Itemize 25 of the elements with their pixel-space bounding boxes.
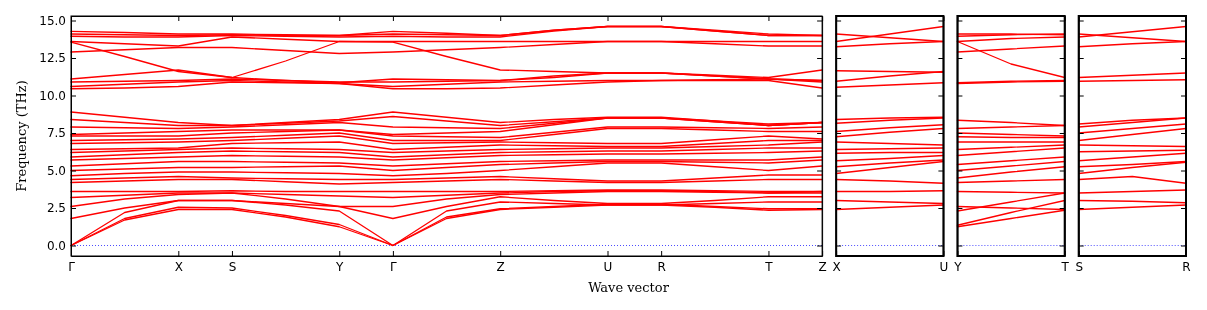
x-tick-label: S [228, 259, 237, 274]
x-tick-label: T [764, 259, 774, 274]
x-tick-label: S [1075, 259, 1084, 274]
y-tick-label: 0.0 [46, 238, 66, 253]
y-tick-label: 7.5 [46, 126, 66, 141]
x-tick-label: R [1182, 259, 1191, 274]
x-axis-title: Wave vector [588, 280, 670, 295]
y-tick-label: 12.5 [39, 51, 66, 66]
x-tick-label: T [1060, 259, 1070, 274]
x-tick-label: U [939, 259, 949, 274]
x-tick-label: X [174, 259, 183, 274]
x-tick-label: R [657, 259, 666, 274]
x-tick-label: Γ [390, 259, 398, 274]
x-tick-label: Z [496, 259, 505, 274]
x-tick-label: X [832, 259, 841, 274]
y-tick-label: 5.0 [46, 163, 66, 178]
y-axis-title: Frequency (THz) [14, 80, 29, 192]
x-tick-label: Z [818, 259, 827, 274]
y-tick-label: 2.5 [46, 201, 66, 216]
y-tick-label: 10.0 [39, 88, 66, 103]
x-tick-label: Y [953, 259, 963, 274]
x-tick-label: U [603, 259, 613, 274]
x-tick-label: Γ [68, 259, 76, 274]
y-tick-label: 15.0 [39, 13, 66, 28]
x-tick-label: Y [335, 259, 345, 274]
